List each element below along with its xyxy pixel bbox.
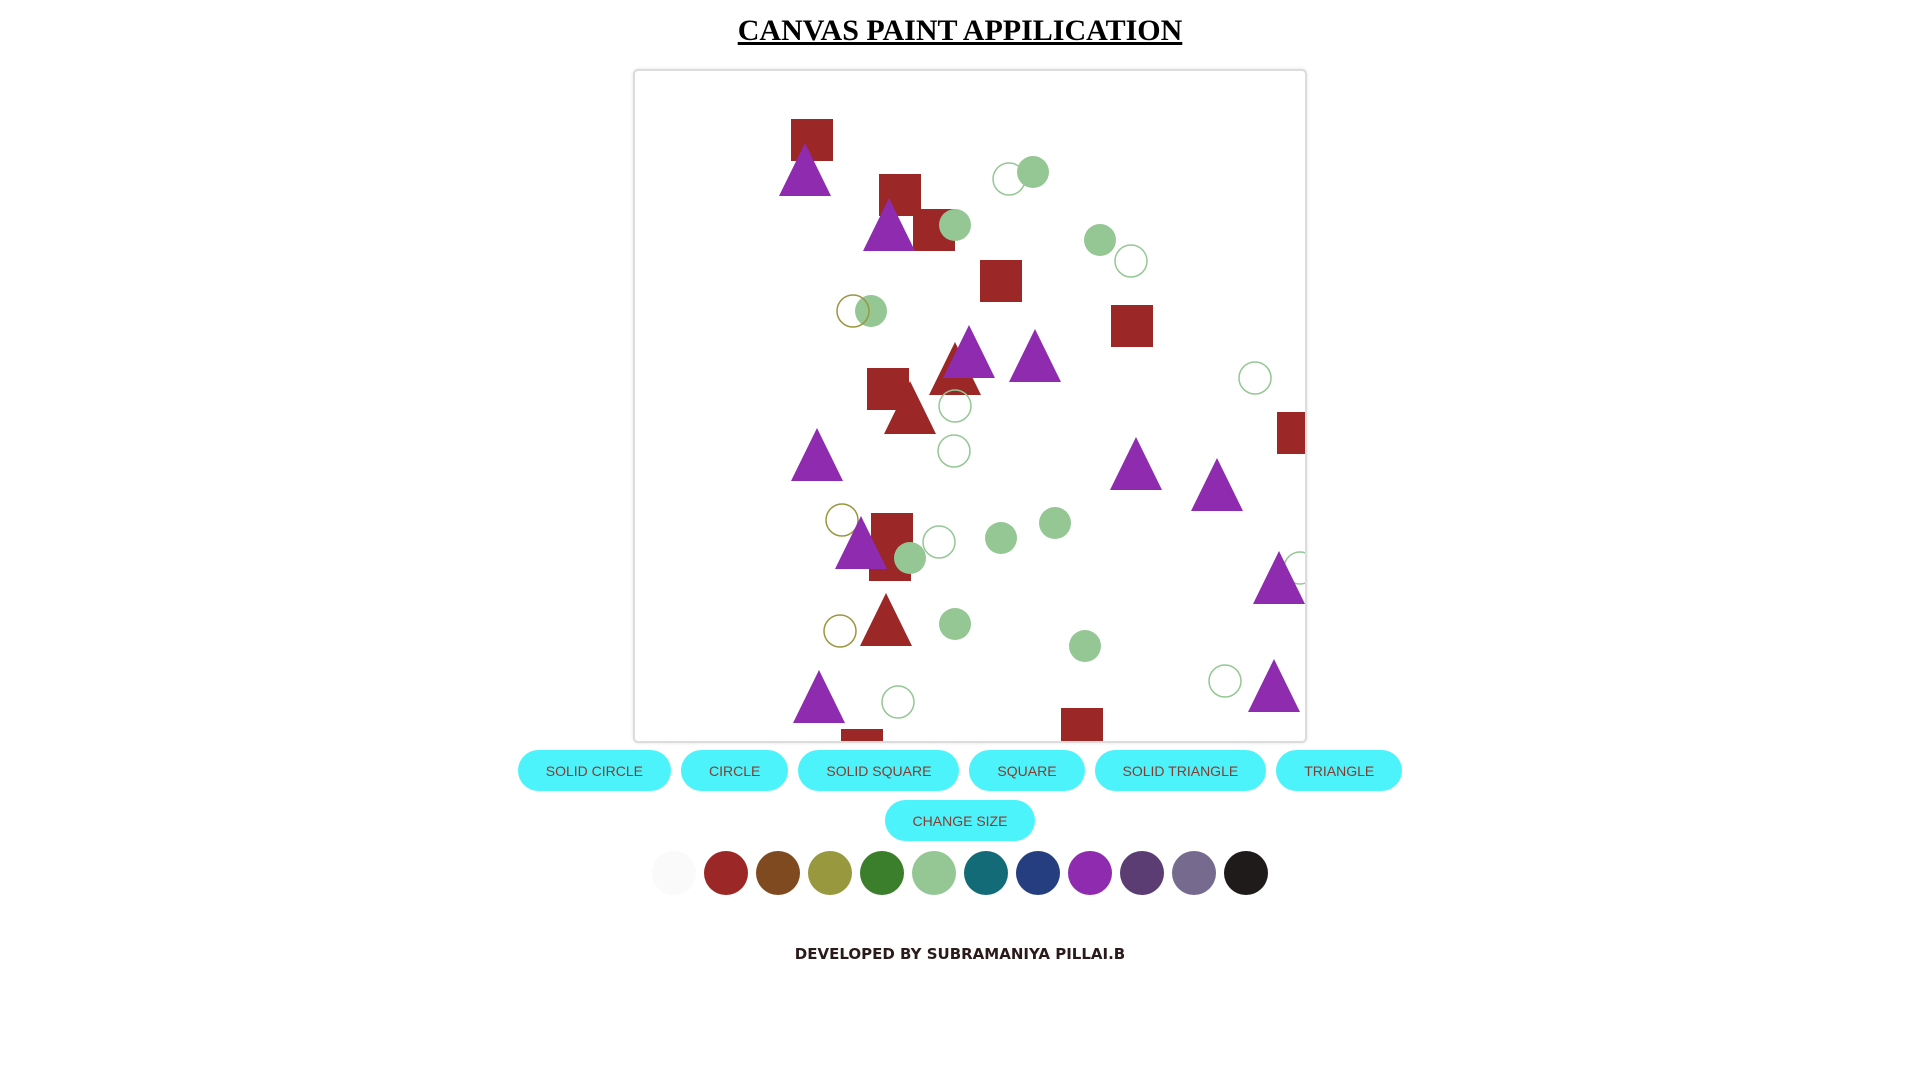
circle-button[interactable]: CIRCLE (681, 750, 789, 791)
circle-outline-shape (1238, 361, 1272, 395)
circle-outline-shape (937, 434, 971, 468)
solid-square-shape (841, 729, 883, 741)
circle-outline-shape (1208, 664, 1242, 698)
solid-triangle-shape (1191, 458, 1243, 511)
solid-square-shape (1111, 305, 1153, 347)
color-palette (0, 851, 1920, 895)
color-swatch-red[interactable] (704, 851, 748, 895)
solid-circle-shape (939, 608, 971, 640)
page-title: CANVAS PAINT APPILICATION (737, 14, 1183, 47)
color-swatch-navy[interactable] (1016, 851, 1060, 895)
circle-outline-shape (992, 162, 1026, 196)
color-swatch-green[interactable] (860, 851, 904, 895)
solid-circle-shape (894, 542, 926, 574)
solid-circle-button[interactable]: SOLID CIRCLE (517, 750, 672, 791)
solid-circle-shape (985, 522, 1017, 554)
color-swatch-white[interactable] (652, 851, 696, 895)
circle-outline-shape (823, 614, 857, 648)
change-size-button[interactable]: CHANGE SIZE (884, 800, 1036, 841)
circle-outline-shape (881, 685, 915, 719)
solid-triangle-shape (835, 516, 887, 569)
solid-triangle-button[interactable]: SOLID TRIANGLE (1094, 750, 1267, 791)
solid-square-button[interactable]: SOLID SQUARE (798, 750, 960, 791)
solid-triangle-shape (791, 428, 843, 481)
developer-credit: DEVELOPED BY SUBRAMANIYA PILLAI.B (794, 945, 1126, 963)
solid-square-shape (791, 119, 833, 161)
solid-triangle-shape (793, 670, 845, 723)
size-button-row: CHANGE SIZE (0, 800, 1920, 841)
color-swatch-brown[interactable] (756, 851, 800, 895)
circle-outline-shape (938, 389, 972, 423)
square-button[interactable]: SQUARE (969, 750, 1085, 791)
color-swatch-grey-purple[interactable] (1172, 851, 1216, 895)
color-swatch-black[interactable] (1224, 851, 1268, 895)
solid-triangle-shape (1253, 551, 1305, 604)
drawing-canvas[interactable] (633, 69, 1307, 743)
circle-outline-shape (922, 525, 956, 559)
color-swatch-dark-purple[interactable] (1120, 851, 1164, 895)
solid-triangle-shape (860, 593, 912, 646)
circle-outline-shape (836, 294, 870, 328)
circle-outline-shape (825, 503, 859, 537)
solid-square-shape (1061, 708, 1103, 741)
triangle-button[interactable]: TRIANGLE (1276, 750, 1403, 791)
solid-circle-shape (855, 295, 887, 327)
solid-triangle-shape (884, 381, 936, 434)
solid-circle-shape (1017, 156, 1049, 188)
solid-triangle-shape (1110, 437, 1162, 490)
solid-triangle-shape (1009, 329, 1061, 382)
solid-circle-shape (1069, 630, 1101, 662)
solid-square-shape (980, 260, 1022, 302)
painted-shapes (791, 119, 1305, 741)
solid-square-shape (1277, 412, 1305, 454)
solid-circle-shape (1039, 507, 1071, 539)
color-swatch-light-green[interactable] (912, 851, 956, 895)
circle-outline-shape (1114, 244, 1148, 278)
color-swatch-olive[interactable] (808, 851, 852, 895)
color-swatch-purple[interactable] (1068, 851, 1112, 895)
solid-circle-shape (1084, 224, 1116, 256)
solid-triangle-shape (1248, 659, 1300, 712)
solid-triangle-shape (779, 143, 831, 196)
solid-triangle-shape (943, 325, 995, 378)
shape-button-row: SOLID CIRCLE CIRCLE SOLID SQUARE SQUARE … (0, 750, 1920, 791)
solid-circle-shape (939, 209, 971, 241)
solid-triangle-shape (863, 198, 915, 251)
color-swatch-teal[interactable] (964, 851, 1008, 895)
